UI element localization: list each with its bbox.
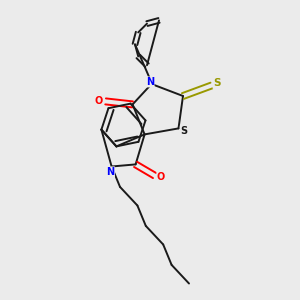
Text: N: N [146,77,154,87]
Text: O: O [95,96,103,106]
Text: S: S [180,126,188,136]
Text: N: N [106,167,115,177]
Text: S: S [213,78,220,88]
Text: O: O [157,172,165,182]
